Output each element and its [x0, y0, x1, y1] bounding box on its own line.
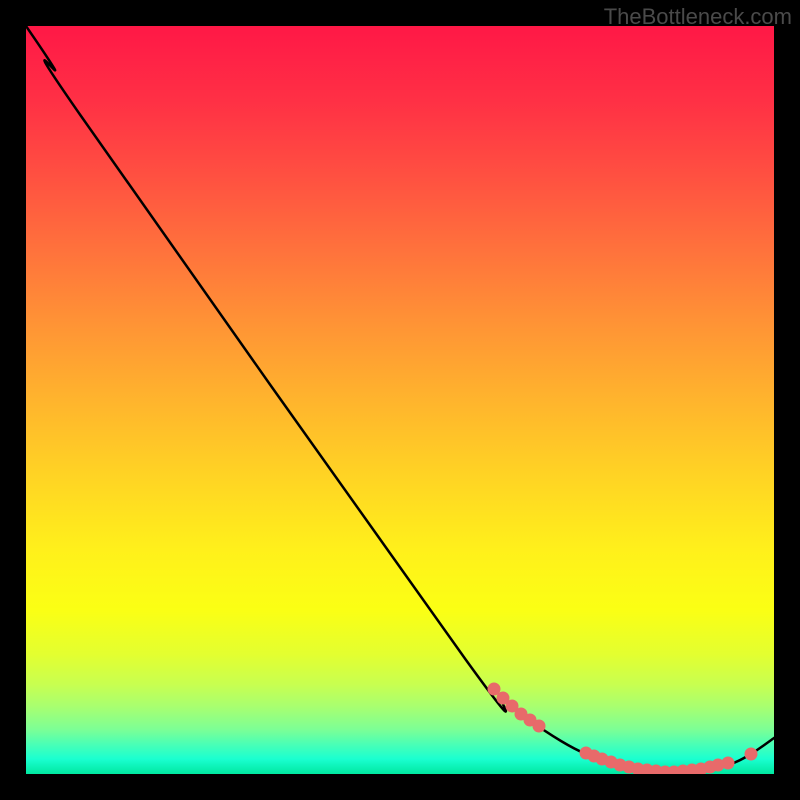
- plot-area: [26, 26, 774, 774]
- curve-markers: [488, 683, 757, 774]
- curve-marker: [722, 757, 734, 769]
- chart-container: TheBottleneck.com: [0, 0, 800, 800]
- curve-layer: [26, 26, 774, 774]
- curve-marker: [745, 748, 757, 760]
- attribution-label: TheBottleneck.com: [604, 4, 792, 30]
- bottleneck-curve: [26, 26, 774, 772]
- curve-marker: [488, 683, 500, 695]
- curve-marker: [533, 720, 545, 732]
